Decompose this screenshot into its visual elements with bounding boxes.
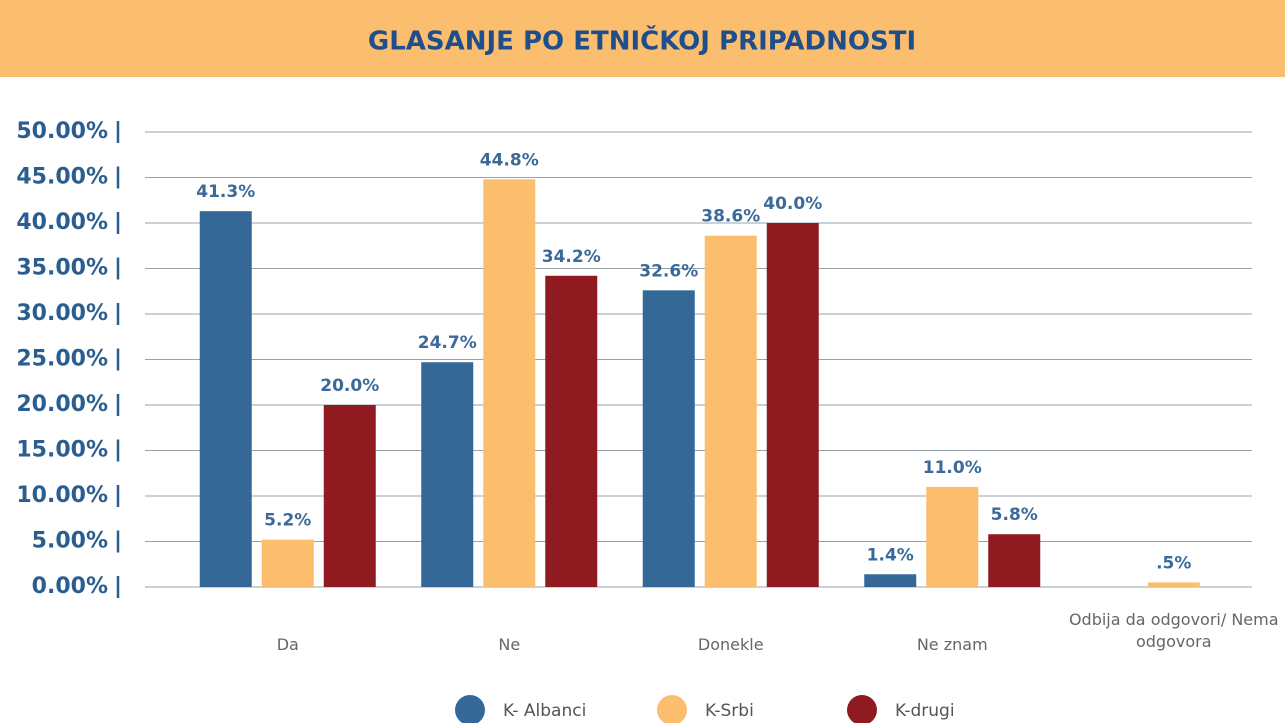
bar: [704, 235, 757, 588]
legend-swatch: [847, 695, 877, 723]
y-tick-label: 50.00%: [16, 119, 108, 144]
data-label: 20.0%: [320, 376, 379, 396]
bar: [642, 290, 695, 587]
x-tick-label: Donekle: [697, 635, 764, 654]
data-label: 5.2%: [264, 511, 311, 531]
bar: [926, 486, 979, 587]
data-label: 38.6%: [701, 207, 760, 227]
y-tick-label: 35.00%: [16, 256, 108, 281]
x-tick-label: Odbija da odgovori/ Nema odgovora: [1068, 610, 1279, 651]
y-tick-label: 10.00%: [16, 483, 108, 508]
legend-label: K-drugi: [895, 701, 955, 721]
legend-label: K- Albanci: [503, 701, 586, 721]
data-label: 11.0%: [923, 458, 982, 478]
bar: [864, 574, 917, 587]
data-label: 5.8%: [991, 505, 1038, 525]
data-label: 32.6%: [639, 261, 698, 281]
x-tick-label: Ne znam: [916, 635, 988, 654]
bar: [421, 362, 474, 587]
y-tick-label: 45.00%: [16, 165, 108, 190]
data-label: 1.4%: [867, 545, 914, 565]
bar: [483, 179, 536, 587]
x-tick-label: Da: [276, 635, 299, 654]
legend-swatch: [657, 695, 687, 723]
y-tick-label: 20.00%: [16, 392, 108, 417]
bar: [199, 211, 252, 588]
y-tick-label: 30.00%: [16, 301, 108, 326]
y-tick-label: 0.00%: [32, 574, 108, 599]
bar: [1147, 582, 1200, 587]
data-label: 34.2%: [542, 247, 601, 267]
data-label: .5%: [1156, 553, 1191, 573]
legend-label: K-Srbi: [705, 701, 754, 721]
y-tick-label: 40.00%: [16, 210, 108, 235]
y-tick-label: 5.00%: [32, 529, 108, 554]
x-tick-label: Ne: [498, 635, 521, 654]
data-label: 40.0%: [763, 194, 822, 214]
bar: [766, 223, 819, 587]
data-label: 24.7%: [418, 333, 477, 353]
data-label: 44.8%: [480, 150, 539, 170]
bar: [988, 534, 1041, 587]
data-label: 41.3%: [196, 182, 255, 202]
chart-title: GLASANJE PO ETNIČKOJ PRIPADNOSTI: [368, 25, 916, 57]
bar: [323, 405, 376, 587]
legend-swatch: [455, 695, 485, 723]
y-tick-label: 25.00%: [16, 347, 108, 372]
bar: [261, 539, 314, 587]
title-banner: [0, 0, 1285, 77]
bar: [545, 275, 598, 587]
y-tick-label: 15.00%: [16, 438, 108, 463]
